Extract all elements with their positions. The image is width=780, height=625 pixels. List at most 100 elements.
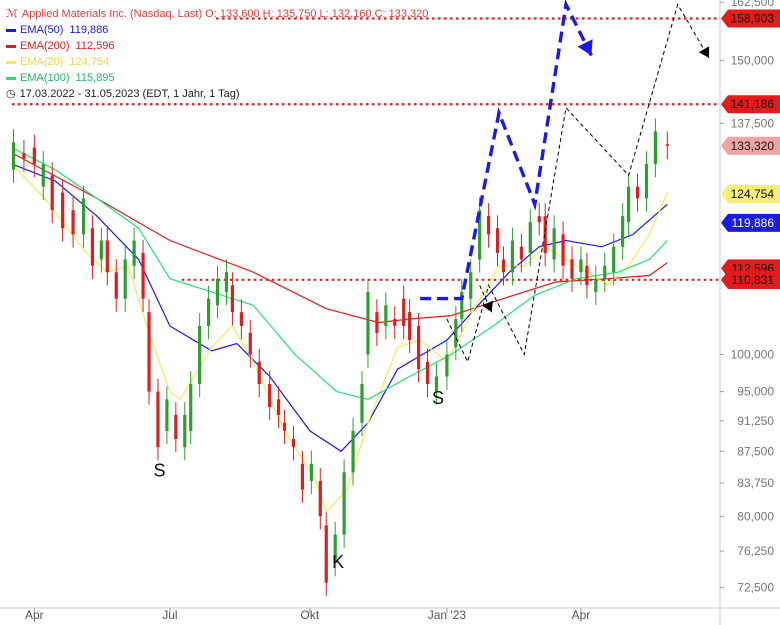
- candle-body: [198, 325, 202, 385]
- candle-body: [375, 312, 379, 333]
- y-tick-label: 137,500: [731, 116, 775, 130]
- candle-body: [501, 259, 506, 273]
- candle-body: [570, 259, 574, 279]
- candle-body: [445, 354, 449, 377]
- price-tag-label-ema50: 119,886: [732, 216, 775, 230]
- ema200-value: 112,596: [75, 40, 115, 52]
- price-tag-label-last: 133,320: [731, 139, 775, 153]
- candle-body: [61, 192, 65, 229]
- chart-icon: ℳ: [6, 8, 18, 20]
- candle-body: [174, 414, 178, 439]
- candle-body: [454, 319, 458, 348]
- annotation-label: S: [153, 461, 165, 481]
- candle-body: [543, 216, 547, 254]
- candle-body: [342, 472, 346, 535]
- ema50-swatch: [6, 28, 16, 32]
- ema20-name: EMA(20): [20, 56, 64, 68]
- candle-body: [360, 384, 364, 423]
- legend-ema100[interactable]: EMA(100) 115,895: [6, 70, 428, 86]
- annotation-label: S: [432, 388, 444, 408]
- candle-body: [276, 399, 281, 415]
- ema20-value: 124,754: [69, 56, 110, 68]
- candle-body: [478, 210, 482, 260]
- candle-body: [621, 216, 625, 247]
- candle-body: [665, 144, 669, 146]
- legend-ema50[interactable]: EMA(50) 119,886: [6, 22, 428, 38]
- price-tag-label-ema20: 124,754: [731, 187, 775, 201]
- candle-body: [215, 278, 220, 306]
- candle-body: [239, 312, 243, 326]
- pattern-line-0: [420, 0, 593, 301]
- candle-body: [309, 463, 313, 481]
- candle-body: [537, 216, 541, 223]
- candle-body: [528, 222, 532, 254]
- ema-line-ema20: [11, 163, 668, 513]
- candle-body: [351, 430, 355, 473]
- candle-body: [268, 384, 272, 408]
- ema-line-ema100: [11, 147, 668, 400]
- candle-body: [248, 332, 252, 355]
- candle-body: [434, 376, 439, 392]
- date-range-text: 17.03.2022 - 31.05.2023 (EDT, 1 Jahr, 1 …: [19, 88, 240, 100]
- annotation-label: K: [332, 552, 344, 572]
- y-tick-label: 76,250: [737, 544, 774, 558]
- candle-body: [603, 265, 607, 279]
- candle-body: [561, 234, 565, 266]
- candle-body: [90, 228, 95, 266]
- x-tick-label: Jul: [162, 608, 177, 622]
- candle-body: [282, 422, 287, 431]
- legend-title: ℳ Applied Materials Inc. (Nasdaq, Last) …: [6, 6, 428, 22]
- y-tick-label: 100,000: [731, 347, 775, 361]
- candle-body: [626, 186, 631, 223]
- candle-body: [22, 153, 26, 159]
- pattern-arrow-1: [698, 46, 710, 58]
- y-tick-label: 150,000: [731, 53, 775, 67]
- candle-body: [41, 164, 45, 187]
- ema20-swatch: [6, 60, 16, 64]
- candle-body: [300, 463, 305, 490]
- candle-body: [653, 131, 658, 165]
- pattern-arrow-2: [482, 300, 494, 313]
- candle-body: [425, 361, 430, 385]
- candle-body: [486, 216, 491, 235]
- candle-body: [114, 272, 118, 299]
- candle-body: [257, 361, 261, 385]
- y-tick-label: 162,500: [731, 0, 775, 9]
- ema-line-ema200: [11, 152, 668, 324]
- legend-ema200[interactable]: EMA(200) 112,596: [6, 38, 428, 54]
- y-tick-label: 87,500: [737, 444, 774, 458]
- candle-body: [318, 480, 322, 517]
- pattern-line-1: [446, 3, 710, 364]
- y-tick-label: 72,500: [737, 581, 774, 595]
- clock-icon: ◷: [6, 88, 16, 100]
- candle-body: [585, 265, 589, 286]
- candle-body: [81, 198, 86, 235]
- candle-body: [141, 253, 145, 299]
- ema100-swatch: [6, 76, 16, 80]
- x-tick-label: Jan '23: [428, 608, 467, 622]
- price-tag-ema20: [721, 184, 780, 203]
- candle-body: [71, 210, 75, 235]
- legend-date-range: ◷ 17.03.2022 - 31.05.2023 (EDT, 1 Jahr, …: [6, 86, 428, 102]
- ema200-name: EMA(200): [20, 40, 70, 52]
- candle-body: [147, 312, 151, 392]
- candle-body: [105, 240, 109, 273]
- candle-body: [460, 291, 464, 320]
- candle-body: [132, 240, 136, 266]
- candle-body: [366, 291, 370, 355]
- level-tag-label: 158,903: [731, 11, 775, 25]
- x-tick-label: Apr: [572, 608, 591, 622]
- ema100-value: 115,895: [75, 72, 115, 84]
- x-tick-label: Apr: [25, 608, 44, 622]
- legend-ema20[interactable]: EMA(20) 124,754: [6, 54, 428, 70]
- y-tick-label: 91,250: [737, 414, 774, 428]
- candle-body: [206, 298, 211, 326]
- level-tag-label: 141,186: [731, 97, 775, 111]
- candle-body: [495, 228, 500, 254]
- level-tag: [721, 9, 780, 28]
- candle-body: [99, 240, 103, 260]
- ema200-swatch: [6, 44, 16, 48]
- candle-body: [324, 525, 328, 583]
- candle-body: [224, 272, 229, 292]
